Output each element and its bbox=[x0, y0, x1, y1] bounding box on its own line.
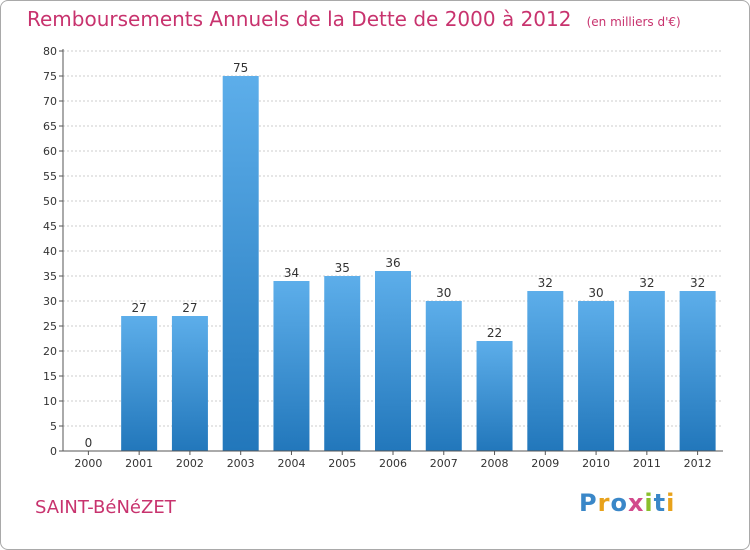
y-tick-label: 55 bbox=[43, 170, 57, 183]
bar-2012 bbox=[679, 291, 716, 451]
y-tick-label: 5 bbox=[50, 420, 57, 433]
logo-letter: i bbox=[666, 489, 676, 517]
value-label-2006: 36 bbox=[385, 256, 400, 270]
x-tick-label-2004: 2004 bbox=[277, 457, 305, 470]
value-label-2005: 35 bbox=[335, 261, 350, 275]
x-tick-label-2005: 2005 bbox=[328, 457, 356, 470]
title-row: Remboursements Annuels de la Dette de 20… bbox=[27, 7, 681, 31]
value-label-2000: 0 bbox=[85, 436, 93, 450]
bar-2006 bbox=[375, 271, 411, 451]
value-label-2002: 27 bbox=[182, 301, 197, 315]
y-tick-label: 60 bbox=[43, 145, 57, 158]
bar-2004 bbox=[273, 281, 310, 451]
logo-letter: P bbox=[579, 489, 598, 517]
value-label-2010: 30 bbox=[588, 286, 603, 300]
logo-letter: t bbox=[653, 489, 667, 517]
chart-unit: (en milliers d'€) bbox=[586, 15, 681, 29]
y-tick-label: 35 bbox=[43, 270, 57, 283]
logo-letter: i bbox=[644, 489, 654, 517]
x-tick-label-2011: 2011 bbox=[633, 457, 661, 470]
x-tick-label-2000: 2000 bbox=[74, 457, 102, 470]
bar-2001 bbox=[121, 316, 158, 451]
y-tick-label: 25 bbox=[43, 320, 57, 333]
x-tick-label-2001: 2001 bbox=[125, 457, 153, 470]
y-tick-label: 15 bbox=[43, 370, 57, 383]
y-tick-label: 0 bbox=[50, 445, 57, 458]
value-label-2003: 75 bbox=[233, 61, 248, 75]
y-tick-label: 10 bbox=[43, 395, 57, 408]
bar-2005 bbox=[324, 276, 361, 451]
bar-2003 bbox=[222, 76, 259, 451]
bar-2009 bbox=[527, 291, 564, 451]
x-tick-label-2009: 2009 bbox=[531, 457, 559, 470]
y-tick-label: 50 bbox=[43, 195, 57, 208]
x-tick-label-2010: 2010 bbox=[582, 457, 610, 470]
value-label-2012: 32 bbox=[690, 276, 705, 290]
x-tick-label-2008: 2008 bbox=[481, 457, 509, 470]
proxiti-logo[interactable]: Proxiti bbox=[579, 489, 675, 517]
value-label-2009: 32 bbox=[538, 276, 553, 290]
bar-2010 bbox=[578, 301, 615, 451]
value-label-2011: 32 bbox=[639, 276, 654, 290]
bar-layer: 0 27 27 75 34 35 36 30 22 32 30 32 32 bbox=[85, 61, 716, 451]
chart-title: Remboursements Annuels de la Dette de 20… bbox=[27, 7, 572, 31]
y-tick-label: 65 bbox=[43, 120, 57, 133]
bar-2011 bbox=[628, 291, 665, 451]
x-tick-label-2012: 2012 bbox=[684, 457, 712, 470]
y-tick-label: 40 bbox=[43, 245, 57, 258]
value-label-2007: 30 bbox=[436, 286, 451, 300]
value-label-2008: 22 bbox=[487, 326, 502, 340]
logo-letter: o bbox=[610, 489, 628, 517]
x-tick-label-2007: 2007 bbox=[430, 457, 458, 470]
x-tick-label-2006: 2006 bbox=[379, 457, 407, 470]
y-tick-label: 70 bbox=[43, 95, 57, 108]
y-tick-label: 30 bbox=[43, 295, 57, 308]
commune-name: SAINT-BéNéZET bbox=[35, 497, 176, 518]
y-tick-label: 75 bbox=[43, 70, 57, 83]
bar-2002 bbox=[171, 316, 208, 451]
bar-2008 bbox=[476, 341, 513, 451]
bar-2007 bbox=[425, 301, 462, 451]
x-tick-label-2002: 2002 bbox=[176, 457, 204, 470]
value-label-2001: 27 bbox=[132, 301, 147, 315]
y-tick-label: 80 bbox=[43, 45, 57, 58]
axis-layer: 0 5 10 15 20 25 30 35 40 45 50 55 60 65 70 75 80 2000 2001… bbox=[43, 45, 723, 470]
y-tick-label: 20 bbox=[43, 345, 57, 358]
value-label-2004: 34 bbox=[284, 266, 299, 280]
logo-letter: r bbox=[597, 489, 611, 517]
logo-letter: x bbox=[627, 489, 645, 517]
y-tick-label: 45 bbox=[43, 220, 57, 233]
x-tick-label-2003: 2003 bbox=[227, 457, 255, 470]
